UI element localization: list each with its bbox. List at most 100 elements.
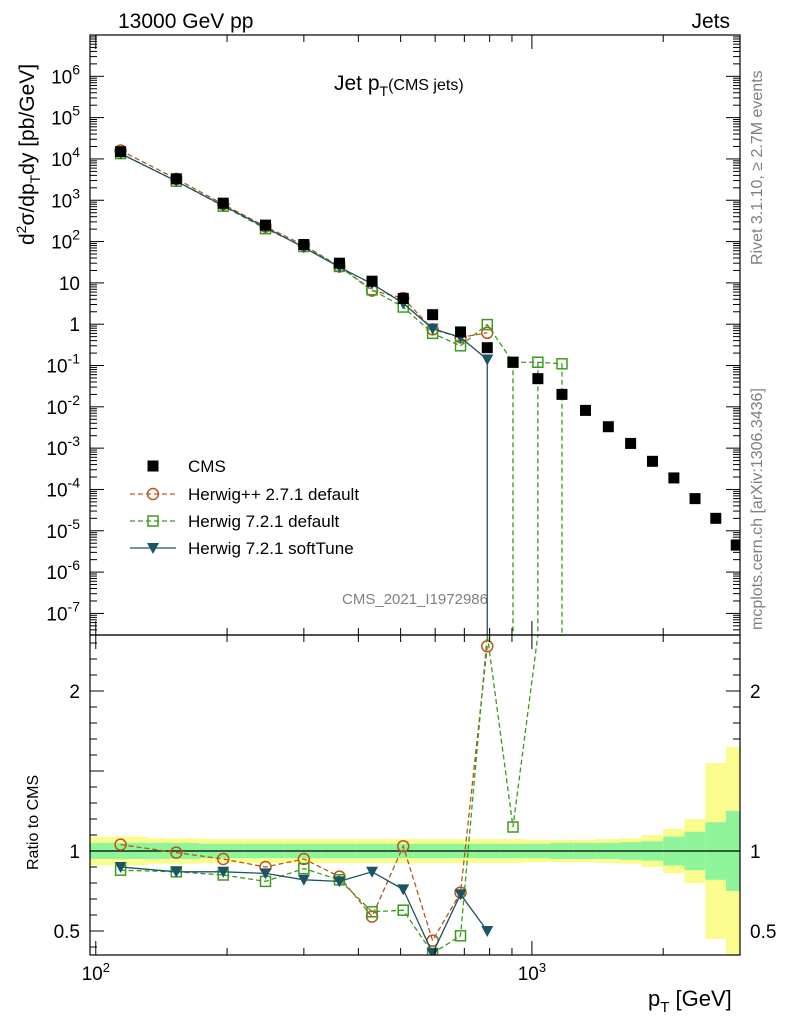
ratio-point: [366, 906, 378, 918]
data-point: [625, 437, 637, 449]
data-point: [333, 257, 345, 269]
ratio-line: [120, 635, 562, 955]
legend-entry: Herwig 7.2.1 default: [130, 512, 339, 531]
data-point: [427, 309, 439, 321]
legend-marker: [147, 460, 159, 472]
main-y-axis: 10610510410310210110-110-210-310-410-510…: [46, 34, 740, 636]
ratio-point: [454, 889, 467, 901]
ratio-series-group: [114, 635, 562, 955]
legend-entry: Herwig 7.2.1 softTune: [130, 539, 354, 558]
ratio-point: [481, 926, 494, 937]
y-tick-label: 1: [69, 315, 80, 336]
series-cms: [115, 146, 740, 551]
y-tick-label: 10-3: [46, 433, 80, 460]
ratio-frame: [89, 634, 741, 956]
ratio-point: [170, 866, 183, 878]
data-point: [481, 342, 493, 354]
rivet-label: Rivet 3.1.10, ≥ 2.7M events: [749, 70, 766, 265]
data-point: [115, 146, 127, 158]
x-axis-ticks: 102 103: [82, 35, 741, 985]
data-point: [217, 197, 229, 209]
ratio-ylabel: Ratio to CMS: [25, 775, 42, 870]
ratio-point: [259, 868, 272, 880]
data-point: [646, 455, 658, 467]
y-tick-label: 104: [51, 144, 80, 171]
main-ylabel: d2σ/dpTdy [pb/GeV]: [13, 64, 43, 245]
plot-title: Jet pT(CMS jets): [334, 72, 464, 99]
data-point: [397, 292, 409, 304]
y-tick-label: 10-5: [46, 516, 80, 543]
x-tick-label: 102: [82, 960, 110, 985]
y-tick-label: 10-1: [46, 351, 80, 378]
ratio-point: [397, 839, 410, 853]
ratio-line: [120, 646, 488, 943]
legend-entry: Herwig++ 2.7.1 default: [130, 485, 359, 504]
main-series-group: [114, 144, 740, 635]
svg-text:pT [GeV]: pT [GeV]: [648, 986, 732, 1016]
ratio-point: [114, 838, 127, 851]
legend-label: Herwig 7.2.1 softTune: [188, 539, 354, 558]
ratio-point: [114, 862, 127, 873]
data-point: [298, 238, 310, 250]
series-line: [120, 149, 488, 339]
data-point: [579, 404, 591, 416]
ratio-herwig-2-7-1-default: [114, 639, 494, 947]
ratio-point: [507, 821, 519, 833]
series-herwig-7-2-1-default: [114, 147, 568, 635]
ratio-herwig-7-2-1-default: [114, 635, 562, 955]
data-point: [507, 356, 519, 368]
data-point: [426, 323, 439, 335]
data-point: [481, 318, 494, 331]
ratio-herwig-7-2-1-softtune: [114, 862, 494, 955]
legend-label: Herwig++ 2.7.1 default: [188, 485, 359, 504]
ratio-point: [298, 862, 310, 875]
ratio-point: [297, 852, 311, 866]
data-point: [455, 326, 467, 338]
ratio-point: [397, 884, 410, 896]
data-point: [730, 539, 740, 551]
ratio-point: [366, 866, 379, 878]
data-point: [170, 173, 182, 185]
ratio-point: [333, 876, 346, 888]
ratio-point: [170, 846, 183, 859]
ratio-plot: 0.5 0.5 1 1 2 2: [54, 635, 776, 955]
series-herwig-7-2-1-softtune: [114, 148, 494, 635]
svg-text:d2σ/dpTdy [pb/GeV]: d2σ/dpTdy [pb/GeV]: [13, 64, 43, 245]
legend-label: Herwig 7.2.1 default: [188, 512, 339, 531]
ratio-point: [297, 874, 310, 886]
ratio-y-tick-label: 0.5: [54, 922, 80, 943]
ratio-y-tick-label: 0.5: [750, 922, 776, 943]
main-plot: 10610510410310210110-110-210-310-410-510…: [46, 34, 740, 636]
legend-marker: [147, 515, 159, 527]
ratio-point: [397, 904, 410, 916]
ratio-point: [454, 930, 467, 942]
data-point: [668, 472, 680, 484]
ratio-point: [426, 948, 439, 955]
header-right: Jets: [691, 10, 730, 33]
y-tick-label: 10-7: [46, 598, 80, 625]
y-tick-label: 106: [51, 61, 80, 88]
legend-marker: [146, 487, 160, 501]
data-point: [366, 275, 378, 287]
ratio-y-tick-label: 2: [750, 682, 761, 703]
mcplots-label: mcplots.cern.ch [arXiv:1306.3436]: [749, 388, 766, 630]
ratio-y-axis: 0.5 0.5 1 1 2 2: [54, 642, 776, 948]
header-left: 13000 GeV pp: [118, 10, 253, 33]
ratio-y-tick-label: 2: [69, 682, 80, 703]
y-tick-label: 10-6: [46, 557, 80, 584]
y-tick-label: 103: [51, 185, 80, 212]
y-tick-label: 10-4: [46, 474, 80, 501]
y-tick-label: 10: [59, 274, 80, 295]
data-point: [602, 421, 614, 433]
data-point: [556, 388, 568, 400]
data-point: [689, 493, 701, 505]
ratio-point: [216, 852, 230, 866]
data-point: [710, 512, 722, 524]
y-tick-label: 10-2: [46, 392, 80, 419]
y-tick-label: 105: [51, 103, 80, 130]
legend-entry: CMS: [147, 457, 226, 476]
analysis-watermark: CMS_2021_I1972986: [342, 591, 488, 608]
data-point: [532, 373, 544, 385]
ratio-y-tick-label: 1: [750, 842, 761, 863]
